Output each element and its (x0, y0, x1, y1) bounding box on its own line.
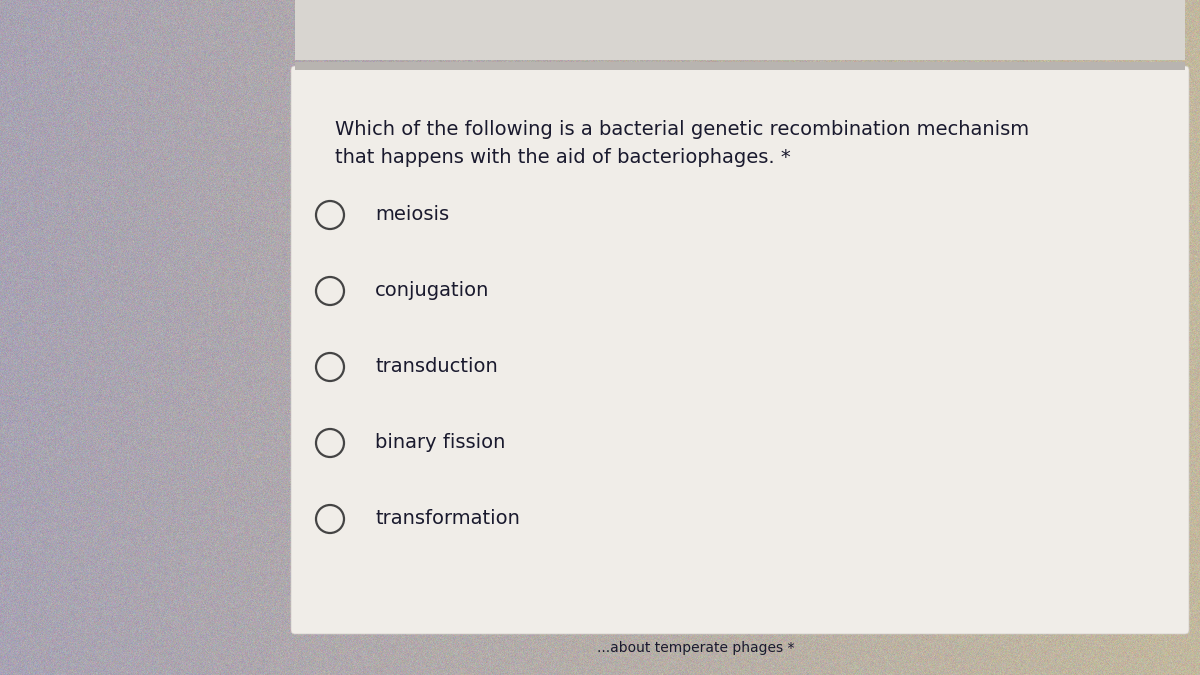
Text: meiosis: meiosis (374, 205, 449, 225)
Text: ...about temperate phages *: ...about temperate phages * (598, 641, 794, 655)
Bar (295, 62, 1186, 70)
Text: transduction: transduction (374, 358, 498, 377)
Bar (295, 0, 1186, 60)
Text: Which of the following is a bacterial genetic recombination mechanism: Which of the following is a bacterial ge… (335, 120, 1030, 139)
FancyBboxPatch shape (292, 66, 1189, 634)
Text: that happens with the aid of bacteriophages. *: that happens with the aid of bacteriopha… (335, 148, 791, 167)
Text: conjugation: conjugation (374, 281, 490, 300)
Text: transformation: transformation (374, 510, 520, 529)
Text: binary fission: binary fission (374, 433, 505, 452)
